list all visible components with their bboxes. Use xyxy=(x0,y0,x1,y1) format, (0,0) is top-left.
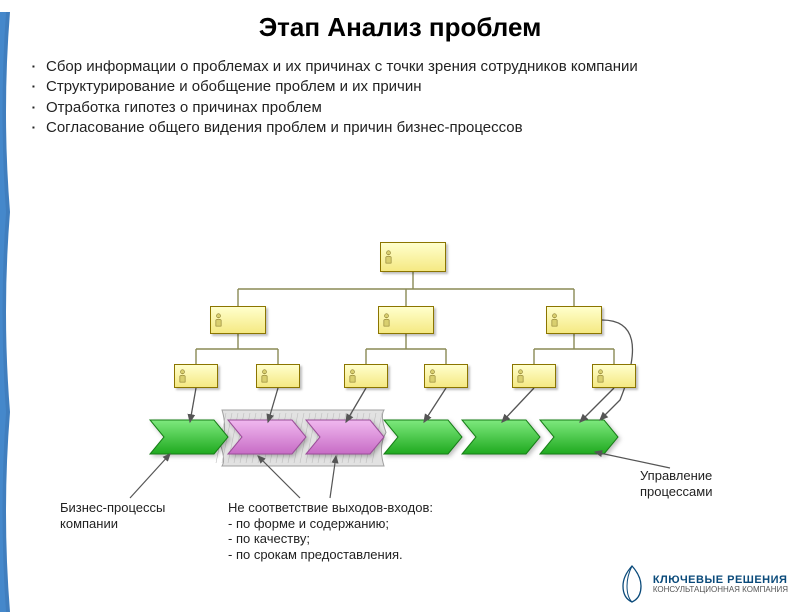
logo-line1: КЛЮЧЕВЫЕ РЕШЕНИЯ xyxy=(653,574,788,586)
org-leaf xyxy=(592,364,636,388)
person-icon xyxy=(596,369,605,383)
org-leaf xyxy=(256,364,300,388)
person-icon xyxy=(428,369,437,383)
org-top xyxy=(380,242,446,272)
company-logo: КЛЮЧЕВЫЕ РЕШЕНИЯ КОНСУЛЬТАЦИОННАЯ КОМПАН… xyxy=(617,564,788,604)
org-mid xyxy=(210,306,266,334)
process-chevron xyxy=(540,420,618,454)
bullet-item: Согласование общего видения проблем и пр… xyxy=(36,118,800,138)
person-icon xyxy=(214,313,223,327)
org-leaf xyxy=(424,364,468,388)
person-icon xyxy=(382,313,391,327)
org-mid xyxy=(546,306,602,334)
diagram-container: Бизнес-процессы компании Управление проце… xyxy=(0,232,800,612)
process-chevron xyxy=(462,420,540,454)
person-icon xyxy=(516,369,525,383)
org-leaf xyxy=(512,364,556,388)
bullet-item: Структурирование и обобщение проблем и и… xyxy=(36,77,800,97)
person-icon xyxy=(384,250,393,264)
person-icon xyxy=(348,369,357,383)
diagram-label: Не соответствие выходов-входов:- по форм… xyxy=(228,500,508,562)
org-mid xyxy=(378,306,434,334)
page-title: Этап Анализ проблем xyxy=(0,12,800,43)
org-leaf xyxy=(174,364,218,388)
person-icon xyxy=(550,313,559,327)
logo-line2: КОНСУЛЬТАЦИОННАЯ КОМПАНИЯ xyxy=(653,586,788,595)
bullet-item: Отработка гипотез о причинах проблем xyxy=(36,98,800,118)
diagram-label: Бизнес-процессы компании xyxy=(60,500,210,531)
person-icon xyxy=(178,369,187,383)
logo-icon xyxy=(617,564,647,604)
diagram-label: Управление процессами xyxy=(640,468,760,499)
bullet-item: Сбор информации о проблемах и их причина… xyxy=(36,57,800,77)
person-icon xyxy=(260,369,269,383)
org-leaf xyxy=(344,364,388,388)
process-chevron xyxy=(150,420,228,454)
process-chevron xyxy=(384,420,462,454)
bullet-list: Сбор информации о проблемах и их причина… xyxy=(36,57,800,138)
